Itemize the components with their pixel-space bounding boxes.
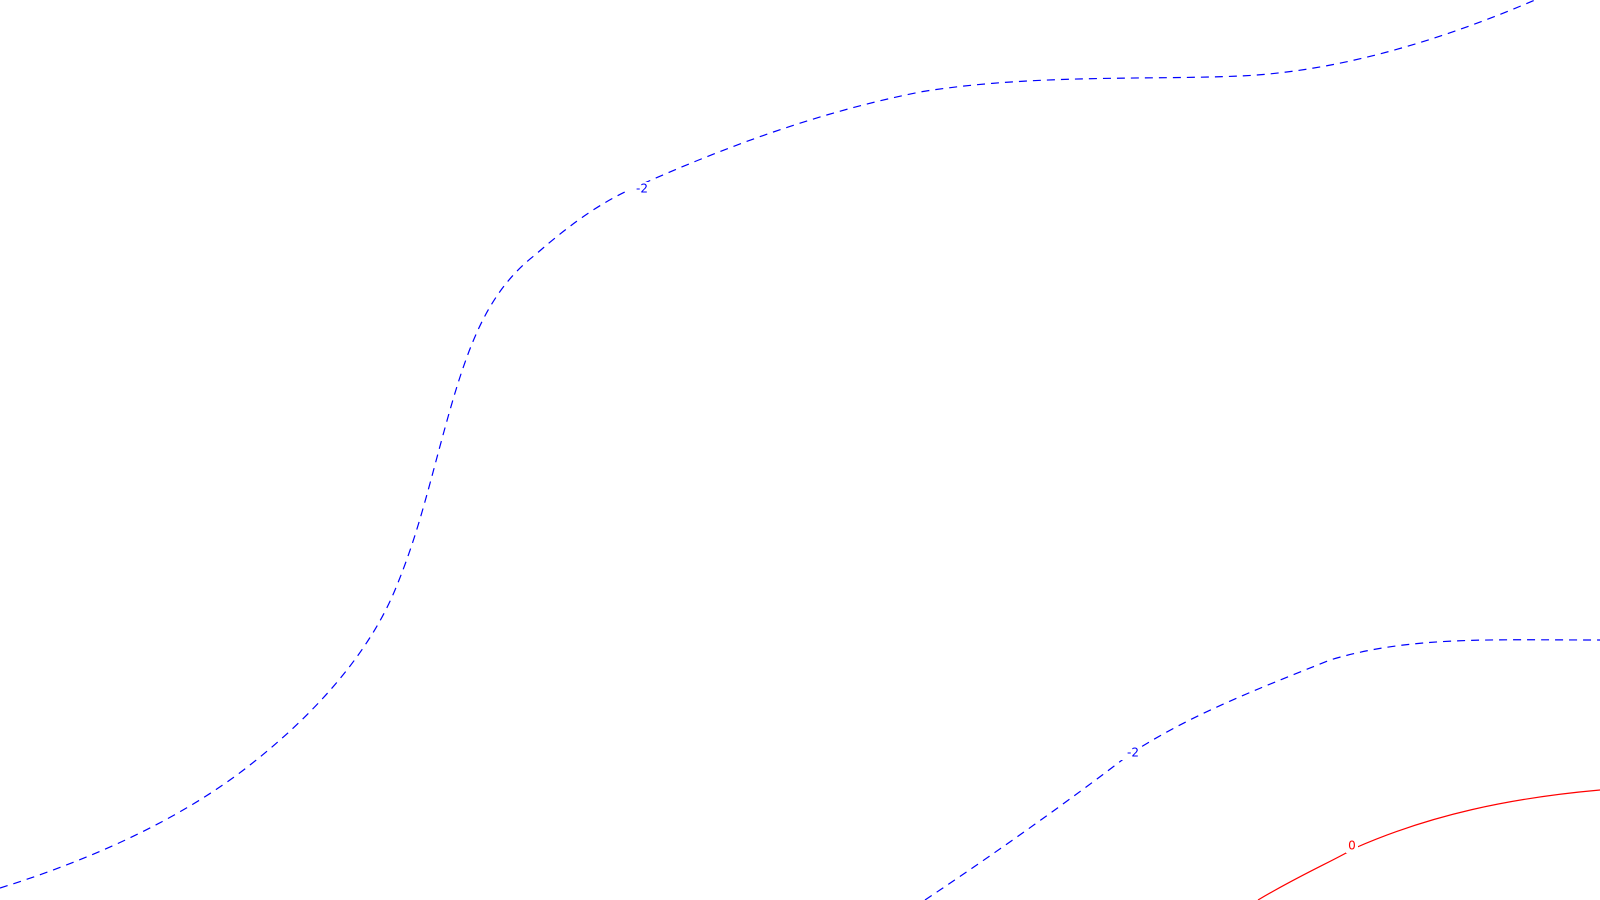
contour-line-upper-negative-2 [0,0,1536,889]
contour-line-zero [1257,789,1600,900]
contour-line-lower-negative-2 [924,639,1600,900]
contour-label-mask-zero [1346,839,1358,853]
contour-label-lower-negative-2: -2 [1127,746,1139,760]
contour-label-mask-lower [1121,746,1141,760]
contour-label-mask-upper [628,182,648,196]
contour-group-upper-negative-2: -2 [0,0,1536,889]
contour-group-lower-negative-2: -2 [924,639,1600,900]
contour-label-zero: 0 [1348,839,1356,853]
contour-group-zero: 0 [1257,789,1600,900]
contour-label-upper-negative-2: -2 [636,182,648,196]
